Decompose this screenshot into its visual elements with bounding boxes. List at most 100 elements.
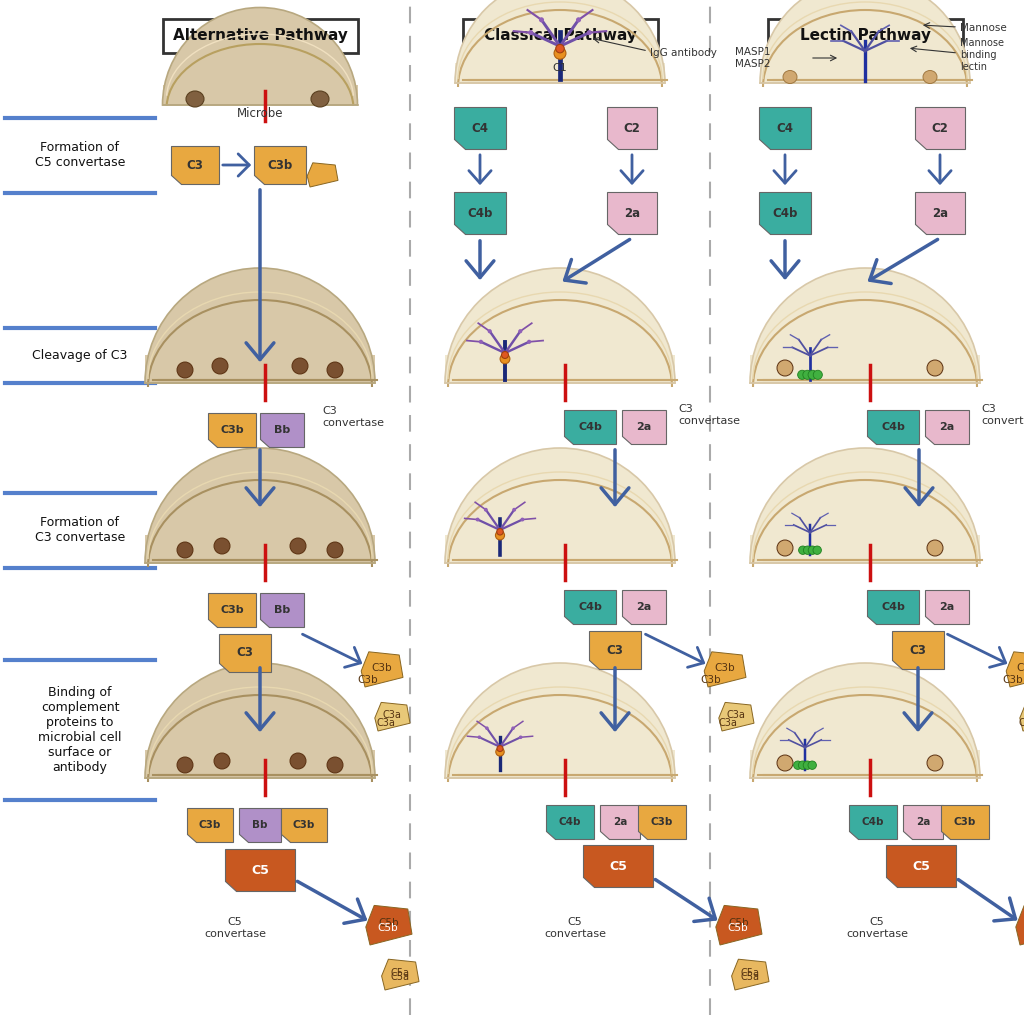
Text: 2a: 2a — [636, 422, 651, 432]
Text: C3b: C3b — [1017, 663, 1024, 673]
Text: C4b: C4b — [772, 206, 798, 219]
Circle shape — [479, 340, 483, 344]
Bar — [445, 535, 675, 563]
Circle shape — [487, 329, 492, 333]
Polygon shape — [208, 593, 256, 627]
Ellipse shape — [214, 753, 230, 769]
Text: C5
convertase: C5 convertase — [204, 918, 266, 939]
Circle shape — [485, 727, 488, 730]
Text: Mannose
binding
lectin: Mannose binding lectin — [961, 39, 1004, 72]
Text: Bb: Bb — [273, 605, 290, 615]
Circle shape — [518, 329, 522, 333]
Text: 2a: 2a — [636, 602, 651, 612]
Polygon shape — [849, 805, 897, 839]
Circle shape — [502, 351, 509, 358]
Text: C2: C2 — [624, 122, 640, 135]
Bar — [445, 355, 675, 383]
Circle shape — [556, 45, 564, 53]
Wedge shape — [750, 663, 980, 779]
Ellipse shape — [783, 70, 797, 83]
Text: 2a: 2a — [932, 206, 948, 219]
Text: C5: C5 — [912, 860, 930, 873]
Wedge shape — [750, 268, 980, 383]
Bar — [145, 535, 375, 563]
Text: C3a: C3a — [383, 710, 401, 721]
Text: C3b: C3b — [651, 817, 673, 827]
Polygon shape — [1007, 652, 1024, 687]
Polygon shape — [307, 162, 338, 187]
Circle shape — [497, 746, 503, 751]
Text: C3: C3 — [909, 644, 927, 657]
Circle shape — [484, 508, 487, 512]
Text: C4b: C4b — [467, 206, 493, 219]
Text: C5b: C5b — [379, 919, 399, 929]
Ellipse shape — [186, 91, 204, 107]
Circle shape — [520, 518, 524, 522]
Polygon shape — [716, 905, 762, 945]
Text: C5: C5 — [609, 860, 627, 873]
Polygon shape — [382, 959, 419, 990]
Text: C3a: C3a — [719, 718, 737, 728]
Bar — [750, 750, 980, 779]
Wedge shape — [145, 663, 375, 779]
Polygon shape — [892, 631, 944, 669]
Text: C4b: C4b — [881, 602, 905, 612]
Polygon shape — [607, 192, 657, 234]
Ellipse shape — [290, 538, 306, 554]
Circle shape — [496, 531, 505, 540]
Polygon shape — [219, 634, 271, 672]
Text: C3a: C3a — [1019, 718, 1024, 728]
Text: Formation of
C3 convertase: Formation of C3 convertase — [35, 516, 125, 544]
Bar — [760, 63, 970, 83]
Ellipse shape — [177, 542, 193, 558]
Ellipse shape — [177, 362, 193, 378]
Polygon shape — [254, 146, 306, 184]
Text: 2a: 2a — [624, 206, 640, 219]
Text: C1: C1 — [553, 63, 567, 73]
Text: Lectin Pathway: Lectin Pathway — [800, 27, 931, 43]
Ellipse shape — [177, 757, 193, 773]
Bar — [445, 750, 675, 779]
Polygon shape — [915, 107, 965, 149]
Polygon shape — [903, 805, 943, 839]
Text: C3b: C3b — [1002, 675, 1023, 685]
Bar — [455, 63, 665, 83]
Polygon shape — [607, 107, 657, 149]
Polygon shape — [638, 805, 686, 839]
Polygon shape — [731, 959, 769, 990]
Circle shape — [511, 727, 515, 730]
Text: Alternative Pathway: Alternative Pathway — [173, 27, 347, 43]
Wedge shape — [760, 0, 970, 83]
Wedge shape — [445, 663, 675, 779]
Text: C4: C4 — [776, 122, 794, 135]
Text: C3: C3 — [186, 158, 204, 172]
Text: C3b: C3b — [220, 605, 244, 615]
Text: Microbe: Microbe — [237, 107, 284, 120]
Circle shape — [496, 748, 504, 756]
Circle shape — [808, 370, 817, 380]
Text: 2a: 2a — [612, 817, 627, 827]
Text: C3b: C3b — [953, 817, 976, 827]
Polygon shape — [941, 805, 989, 839]
Text: 2a: 2a — [939, 602, 954, 612]
Wedge shape — [445, 448, 675, 563]
Polygon shape — [225, 849, 295, 891]
Text: C3b: C3b — [715, 663, 735, 673]
Circle shape — [587, 30, 592, 36]
Ellipse shape — [927, 360, 943, 376]
Polygon shape — [281, 808, 327, 842]
Text: C4b: C4b — [559, 817, 582, 827]
Circle shape — [799, 546, 807, 554]
Text: C5
convertase: C5 convertase — [846, 918, 908, 939]
Text: C3b: C3b — [220, 425, 244, 435]
Polygon shape — [564, 410, 616, 444]
Ellipse shape — [292, 358, 308, 374]
Polygon shape — [454, 107, 506, 149]
Circle shape — [808, 761, 816, 769]
Text: C5a: C5a — [740, 968, 760, 978]
FancyBboxPatch shape — [463, 19, 657, 53]
Text: C5: C5 — [251, 864, 269, 877]
Polygon shape — [239, 808, 281, 842]
Circle shape — [803, 761, 812, 769]
Text: C3b: C3b — [700, 675, 721, 685]
